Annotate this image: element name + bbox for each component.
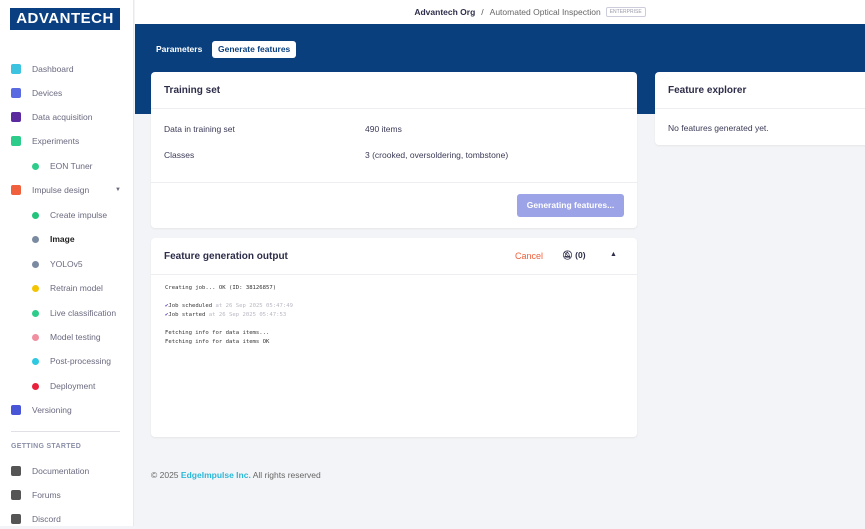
sidebar-item-create-impulse[interactable]: Create impulse bbox=[0, 205, 134, 225]
sidebar-item-dashboard[interactable]: Dashboard bbox=[0, 59, 134, 79]
sidebar-item-live-classification[interactable]: Live classification bbox=[0, 303, 134, 323]
sidebar-help-documentation[interactable]: Documentation bbox=[0, 461, 134, 481]
sidebar-item-deployment[interactable]: Deployment bbox=[0, 376, 134, 396]
dot-icon bbox=[32, 235, 39, 243]
discord-icon bbox=[11, 514, 21, 524]
sidebar-item-label: Dashboard bbox=[32, 64, 74, 74]
no-features-text: No features generated yet. bbox=[668, 123, 769, 133]
chat-icon bbox=[11, 490, 21, 500]
sidebar-item-label: Image bbox=[50, 234, 75, 244]
notifications-toggle[interactable]: 🔕︎ (0) bbox=[562, 250, 586, 261]
project-name[interactable]: Automated Optical Inspection bbox=[489, 7, 601, 17]
sidebar-item-retrain-model[interactable]: Retrain model bbox=[0, 278, 134, 298]
gift-icon bbox=[32, 382, 39, 390]
log-line: ✔Job scheduled at 26 Sep 2025 05:47:49 bbox=[165, 303, 293, 309]
chip-icon bbox=[11, 88, 21, 98]
sidebar-item-experiments[interactable]: Experiments bbox=[0, 131, 134, 151]
sidebar-help-discord[interactable]: Discord bbox=[0, 509, 134, 529]
sidebar-item-label: Retrain model bbox=[50, 283, 103, 293]
log-line: Creating job... OK (ID: 38126857) bbox=[165, 285, 277, 291]
footer: © 2025 EdgeImpulse Inc. All rights reser… bbox=[151, 470, 321, 480]
sidebar-item-post-processing[interactable]: Post-processing bbox=[0, 351, 134, 371]
feature-explorer-title: Feature explorer bbox=[668, 85, 747, 96]
getting-started-heading: GETTING STARTED bbox=[11, 443, 82, 450]
sidebar-item-label: Deployment bbox=[50, 381, 96, 391]
log-line: Fetching info for data items... bbox=[165, 330, 270, 336]
sidebar-item-label: Data acquisition bbox=[32, 112, 93, 122]
classes-label: Classes bbox=[164, 150, 195, 160]
log-line: Fetching info for data items OK bbox=[165, 339, 270, 345]
advantech-logo[interactable]: ADVANTECH bbox=[10, 8, 120, 30]
sidebar-item-label: Post-processing bbox=[50, 356, 111, 366]
compass-icon bbox=[32, 162, 39, 170]
check-icon: ✔ bbox=[165, 312, 169, 318]
sidebar-help-forums[interactable]: Forums bbox=[0, 485, 134, 505]
bell-off-icon: 🔕︎ bbox=[562, 250, 573, 260]
sidebar-item-label: Documentation bbox=[32, 466, 90, 476]
chevron-down-icon[interactable]: ▼ bbox=[115, 187, 121, 193]
grid-icon bbox=[11, 136, 21, 146]
enterprise-badge: ENTERPRISE bbox=[605, 7, 646, 17]
sidebar-item-label: Forums bbox=[32, 490, 61, 500]
feature-explorer-card: Feature explorer No features generated y… bbox=[655, 72, 865, 145]
edgeimpulse-link[interactable]: EdgeImpulse Inc. bbox=[180, 470, 251, 480]
branch-icon bbox=[11, 405, 21, 415]
dot-icon bbox=[32, 260, 39, 268]
sidebar-item-label: Live classification bbox=[50, 308, 117, 318]
dot-icon bbox=[32, 211, 39, 219]
feature-output-card: Feature generation output Cancel 🔕︎ (0) … bbox=[151, 238, 637, 437]
sidebar-item-label: Experiments bbox=[32, 136, 80, 146]
upload-box-icon bbox=[32, 357, 39, 365]
sidebar-item-image[interactable]: Image bbox=[0, 229, 134, 249]
sidebar-item-eon-tuner[interactable]: EON Tuner bbox=[0, 156, 134, 176]
sidebar-item-label: Versioning bbox=[32, 405, 72, 415]
sidebar-item-label: Discord bbox=[32, 514, 61, 524]
notification-count: (0) bbox=[575, 250, 586, 260]
pulse-icon bbox=[11, 185, 21, 195]
sidebar-divider bbox=[11, 431, 120, 432]
sidebar-item-label: Impulse design bbox=[32, 185, 90, 195]
check-icon: ✔ bbox=[165, 303, 169, 309]
training-data-value: 490 items bbox=[365, 124, 402, 134]
sidebar-item-yolov5[interactable]: YOLOv5 bbox=[0, 254, 134, 274]
clipboard-check-icon bbox=[32, 333, 39, 341]
sidebar-item-label: EON Tuner bbox=[50, 161, 93, 171]
tab-parameters[interactable]: Parameters bbox=[156, 44, 203, 54]
sidebar-item-label: Create impulse bbox=[50, 210, 108, 220]
training-set-title: Training set bbox=[164, 85, 221, 96]
top-bar: Advantech Org / Automated Optical Inspec… bbox=[135, 0, 865, 24]
network-icon bbox=[32, 309, 39, 317]
tab-generate-features[interactable]: Generate features bbox=[212, 41, 297, 58]
sidebar-item-label: Model testing bbox=[50, 332, 101, 342]
sidebar-item-label: YOLOv5 bbox=[50, 259, 83, 269]
feature-output-title: Feature generation output bbox=[164, 251, 288, 262]
monitor-icon bbox=[11, 64, 21, 74]
sidebar-item-devices[interactable]: Devices bbox=[0, 83, 134, 103]
log-line: ✔Job started at 26 Sep 2025 05:47:53 bbox=[165, 312, 287, 318]
sidebar-item-data-acquisition[interactable]: Data acquisition bbox=[0, 107, 134, 127]
sidebar-item-model-testing[interactable]: Model testing bbox=[0, 327, 134, 347]
docs-icon bbox=[11, 466, 21, 476]
sidebar: ADVANTECH Dashboard Devices Data acquisiti… bbox=[0, 0, 134, 526]
database-icon bbox=[11, 112, 21, 122]
sidebar-item-versioning[interactable]: Versioning bbox=[0, 400, 134, 420]
training-set-card: Training set Data in training set 490 it… bbox=[151, 72, 637, 228]
training-data-label: Data in training set bbox=[164, 124, 235, 134]
cancel-button[interactable]: Cancel bbox=[515, 251, 544, 261]
generating-features-button[interactable]: Generating features... bbox=[517, 194, 624, 217]
sidebar-item-label: Devices bbox=[32, 88, 63, 98]
classes-value: 3 (crooked, oversoldering, tombstone) bbox=[365, 150, 509, 160]
org-link[interactable]: Advantech Org bbox=[414, 7, 476, 17]
sidebar-item-impulse-design[interactable]: Impulse design ▼ bbox=[0, 180, 134, 200]
breadcrumb-separator: / bbox=[481, 7, 484, 17]
collapse-caret-icon[interactable]: ▲ bbox=[610, 251, 617, 258]
shuffle-icon bbox=[32, 284, 39, 292]
